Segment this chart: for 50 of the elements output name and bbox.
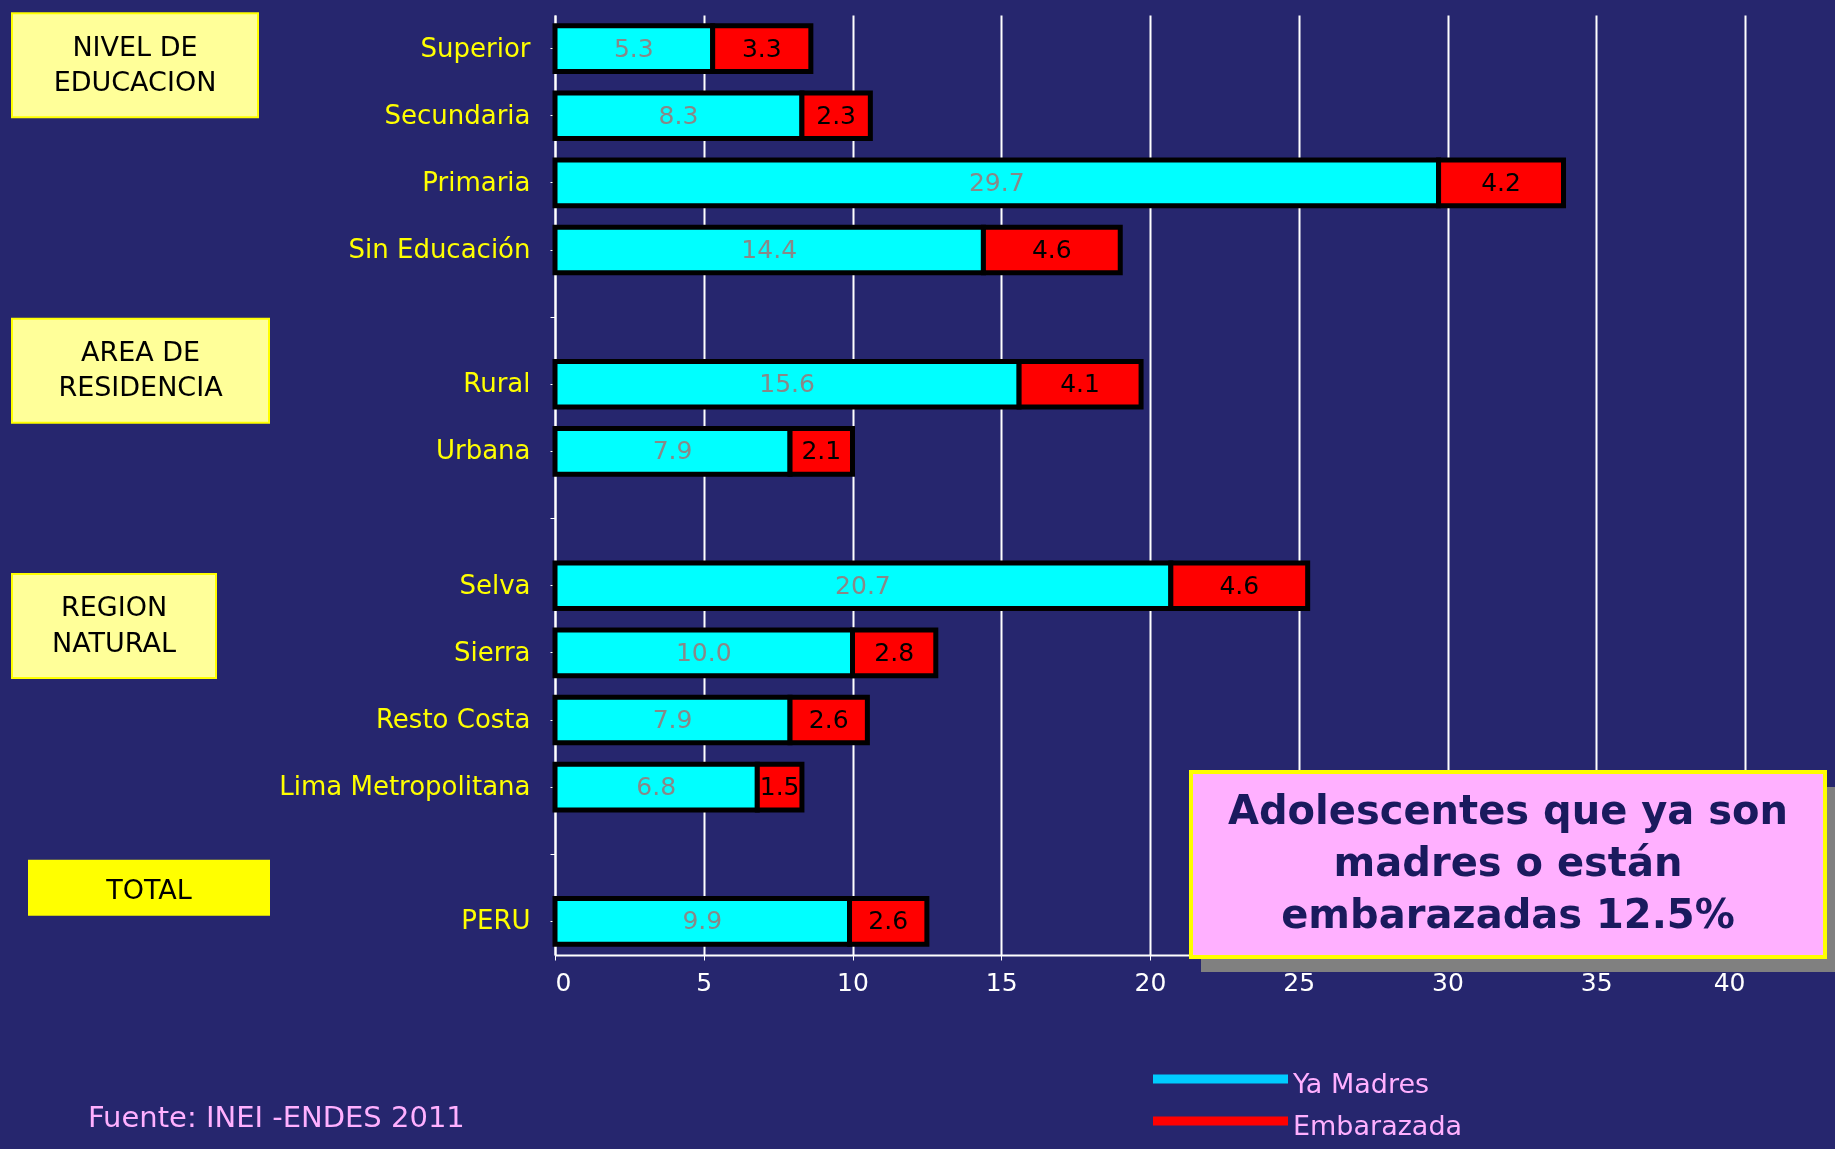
x-tick-label: 5: [696, 967, 713, 997]
data-label: 29.7: [968, 167, 1025, 197]
data-label: 2.8: [874, 637, 915, 667]
y-tick-label: Rural: [463, 368, 531, 399]
data-label: 15.6: [759, 369, 815, 399]
data-label: 4.1: [1060, 369, 1100, 399]
annotation: Adolescentes que ya son madres o están embarazadas 12.5%: [1228, 787, 1788, 937]
data-label: 8.3: [658, 100, 699, 130]
source-note: Fuente: INEI -ENDES 2011: [88, 1100, 465, 1134]
text: Ya Madres: [1292, 1068, 1430, 1099]
data-label: 6.8: [636, 772, 677, 802]
data-label: 2.6: [868, 906, 909, 936]
y-tick-label: Resto Costa: [375, 704, 531, 734]
y-tick-label: Selva: [459, 569, 531, 600]
y-tick-label: Sin Educación: [348, 234, 531, 264]
data-label: 20.7: [835, 570, 891, 600]
data-label: 2.1: [801, 436, 842, 466]
x-tick-label: 40: [1713, 967, 1746, 997]
x-tick-label: 15: [985, 967, 1018, 997]
x-tick-label: 25: [1283, 967, 1316, 997]
y-tick-label: PERU: [461, 905, 531, 936]
data-label: 3.3: [741, 33, 782, 63]
data-label: 14.4: [741, 235, 798, 264]
legend-label: Embarazada: [1293, 1110, 1463, 1141]
data-label: 5.3: [613, 33, 654, 63]
y-tick-label: Lima Metropolitana: [279, 771, 531, 802]
text: TOTAL: [105, 873, 192, 905]
data-label: 4.6: [1219, 570, 1260, 600]
x-tick-label: 10: [837, 967, 869, 997]
x-tick-label: 35: [1580, 967, 1613, 997]
x-tick-label: 30: [1432, 967, 1464, 997]
data-label: 2.6: [808, 705, 849, 734]
data-label: 2.3: [816, 100, 857, 130]
y-tick-label: Primaria: [422, 166, 531, 197]
data-label: 7.9: [652, 705, 693, 734]
data-label: 7.9: [652, 436, 693, 466]
y-tick-label: Sierra: [453, 636, 531, 667]
x-tick-label: 20: [1134, 967, 1167, 997]
x-tick-label: 0: [555, 967, 572, 997]
text: AREA DE RESIDENCIA: [58, 336, 224, 403]
data-label: 1.5: [759, 772, 800, 802]
y-tick-label: Secundaria: [384, 99, 531, 130]
y-tick-label: Superior: [420, 32, 531, 63]
y-tick-label: Urbana: [435, 435, 531, 466]
data-label: 9.9: [682, 906, 723, 936]
text: REGION NATURAL: [51, 591, 177, 658]
data-label: 4.2: [1481, 167, 1521, 197]
data-label: 10.0: [675, 637, 732, 667]
text: NIVEL DE EDUCACION: [53, 30, 217, 97]
data-label: 4.6: [1031, 235, 1072, 264]
